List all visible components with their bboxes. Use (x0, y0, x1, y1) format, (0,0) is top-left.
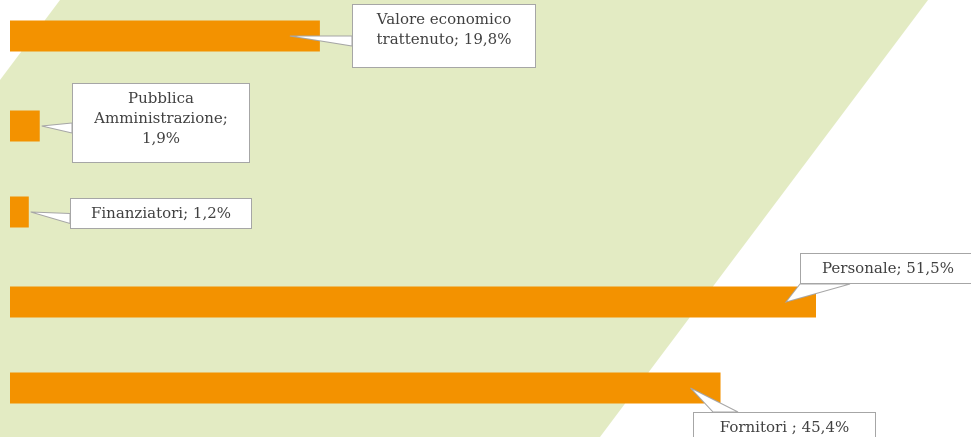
data-label: Fornitori ; 45,4% (693, 412, 876, 437)
bar (10, 372, 721, 404)
data-label: Valore economico trattenuto; 19,8% (352, 4, 536, 68)
bar (10, 286, 816, 318)
data-label: Personale; 51,5% (800, 253, 971, 284)
data-label: Finanziatori; 1,2% (70, 198, 252, 229)
bar (10, 20, 320, 52)
callout-pointer (784, 283, 851, 303)
data-label: Pubblica Amministrazione; 1,9% (72, 83, 250, 163)
bar (10, 110, 40, 142)
bar (10, 196, 29, 228)
